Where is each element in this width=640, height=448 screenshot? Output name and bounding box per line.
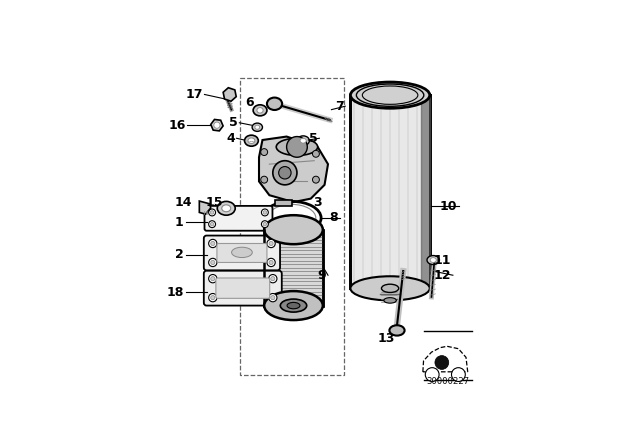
Circle shape <box>261 221 268 228</box>
Ellipse shape <box>389 325 404 336</box>
Circle shape <box>267 258 275 267</box>
Circle shape <box>211 241 215 246</box>
Ellipse shape <box>244 135 259 146</box>
Text: 4: 4 <box>226 132 235 145</box>
Text: 9: 9 <box>317 269 326 282</box>
Bar <box>351 95 430 289</box>
Ellipse shape <box>276 138 317 155</box>
Circle shape <box>312 151 319 157</box>
Circle shape <box>260 149 268 155</box>
Circle shape <box>211 260 215 264</box>
Text: 17: 17 <box>185 88 203 101</box>
Circle shape <box>271 276 275 281</box>
Text: 16: 16 <box>168 119 186 132</box>
Circle shape <box>261 209 268 216</box>
Text: 15: 15 <box>205 196 223 209</box>
Ellipse shape <box>384 297 396 303</box>
Ellipse shape <box>264 291 323 320</box>
Circle shape <box>269 260 273 264</box>
Text: 8: 8 <box>330 211 339 224</box>
Ellipse shape <box>300 138 307 143</box>
Polygon shape <box>199 201 211 214</box>
Text: 10: 10 <box>440 200 458 213</box>
Circle shape <box>211 276 215 281</box>
Circle shape <box>211 296 215 300</box>
Text: 1: 1 <box>175 215 184 228</box>
Circle shape <box>312 176 319 183</box>
Circle shape <box>211 211 214 214</box>
Circle shape <box>209 275 217 283</box>
Circle shape <box>209 258 217 267</box>
Circle shape <box>263 223 267 226</box>
Ellipse shape <box>217 202 236 215</box>
FancyBboxPatch shape <box>217 244 267 263</box>
Circle shape <box>435 356 449 370</box>
Circle shape <box>269 241 273 246</box>
Text: 3: 3 <box>313 196 322 209</box>
Ellipse shape <box>280 299 307 312</box>
Circle shape <box>211 223 214 226</box>
Text: 12: 12 <box>434 269 451 282</box>
Ellipse shape <box>232 247 252 258</box>
FancyBboxPatch shape <box>204 236 280 271</box>
Circle shape <box>425 368 439 382</box>
FancyBboxPatch shape <box>204 271 282 306</box>
Ellipse shape <box>264 215 323 244</box>
Text: 6: 6 <box>245 95 254 108</box>
Ellipse shape <box>257 108 263 113</box>
FancyBboxPatch shape <box>205 206 273 231</box>
Circle shape <box>209 239 217 248</box>
Ellipse shape <box>287 302 300 309</box>
Circle shape <box>273 161 297 185</box>
Polygon shape <box>275 200 292 206</box>
Ellipse shape <box>430 258 436 263</box>
Circle shape <box>269 293 277 302</box>
Circle shape <box>451 368 465 382</box>
Ellipse shape <box>252 123 262 131</box>
Circle shape <box>260 176 268 183</box>
Polygon shape <box>259 137 328 202</box>
Circle shape <box>269 275 277 283</box>
Circle shape <box>209 293 217 302</box>
Text: 5: 5 <box>309 132 317 145</box>
Text: 7: 7 <box>335 100 344 113</box>
Ellipse shape <box>267 98 282 110</box>
Circle shape <box>267 239 275 248</box>
Circle shape <box>209 221 216 228</box>
Text: 2: 2 <box>175 248 184 261</box>
Ellipse shape <box>255 125 260 129</box>
FancyBboxPatch shape <box>216 278 269 298</box>
Circle shape <box>271 296 275 300</box>
Circle shape <box>278 167 291 179</box>
Ellipse shape <box>214 122 220 128</box>
Text: 5: 5 <box>229 116 237 129</box>
Ellipse shape <box>248 138 255 143</box>
Text: 30000227: 30000227 <box>426 377 470 386</box>
Ellipse shape <box>427 255 440 264</box>
Ellipse shape <box>221 205 231 212</box>
Text: 13: 13 <box>378 332 396 345</box>
Ellipse shape <box>297 136 309 146</box>
Bar <box>264 230 323 306</box>
Ellipse shape <box>253 105 267 116</box>
Ellipse shape <box>351 82 430 108</box>
Circle shape <box>263 211 267 214</box>
Circle shape <box>287 137 307 157</box>
Ellipse shape <box>381 284 399 293</box>
Text: 11: 11 <box>434 254 451 267</box>
Circle shape <box>209 209 216 216</box>
Ellipse shape <box>351 276 430 301</box>
Text: 14: 14 <box>175 196 193 209</box>
Text: 18: 18 <box>166 286 184 299</box>
